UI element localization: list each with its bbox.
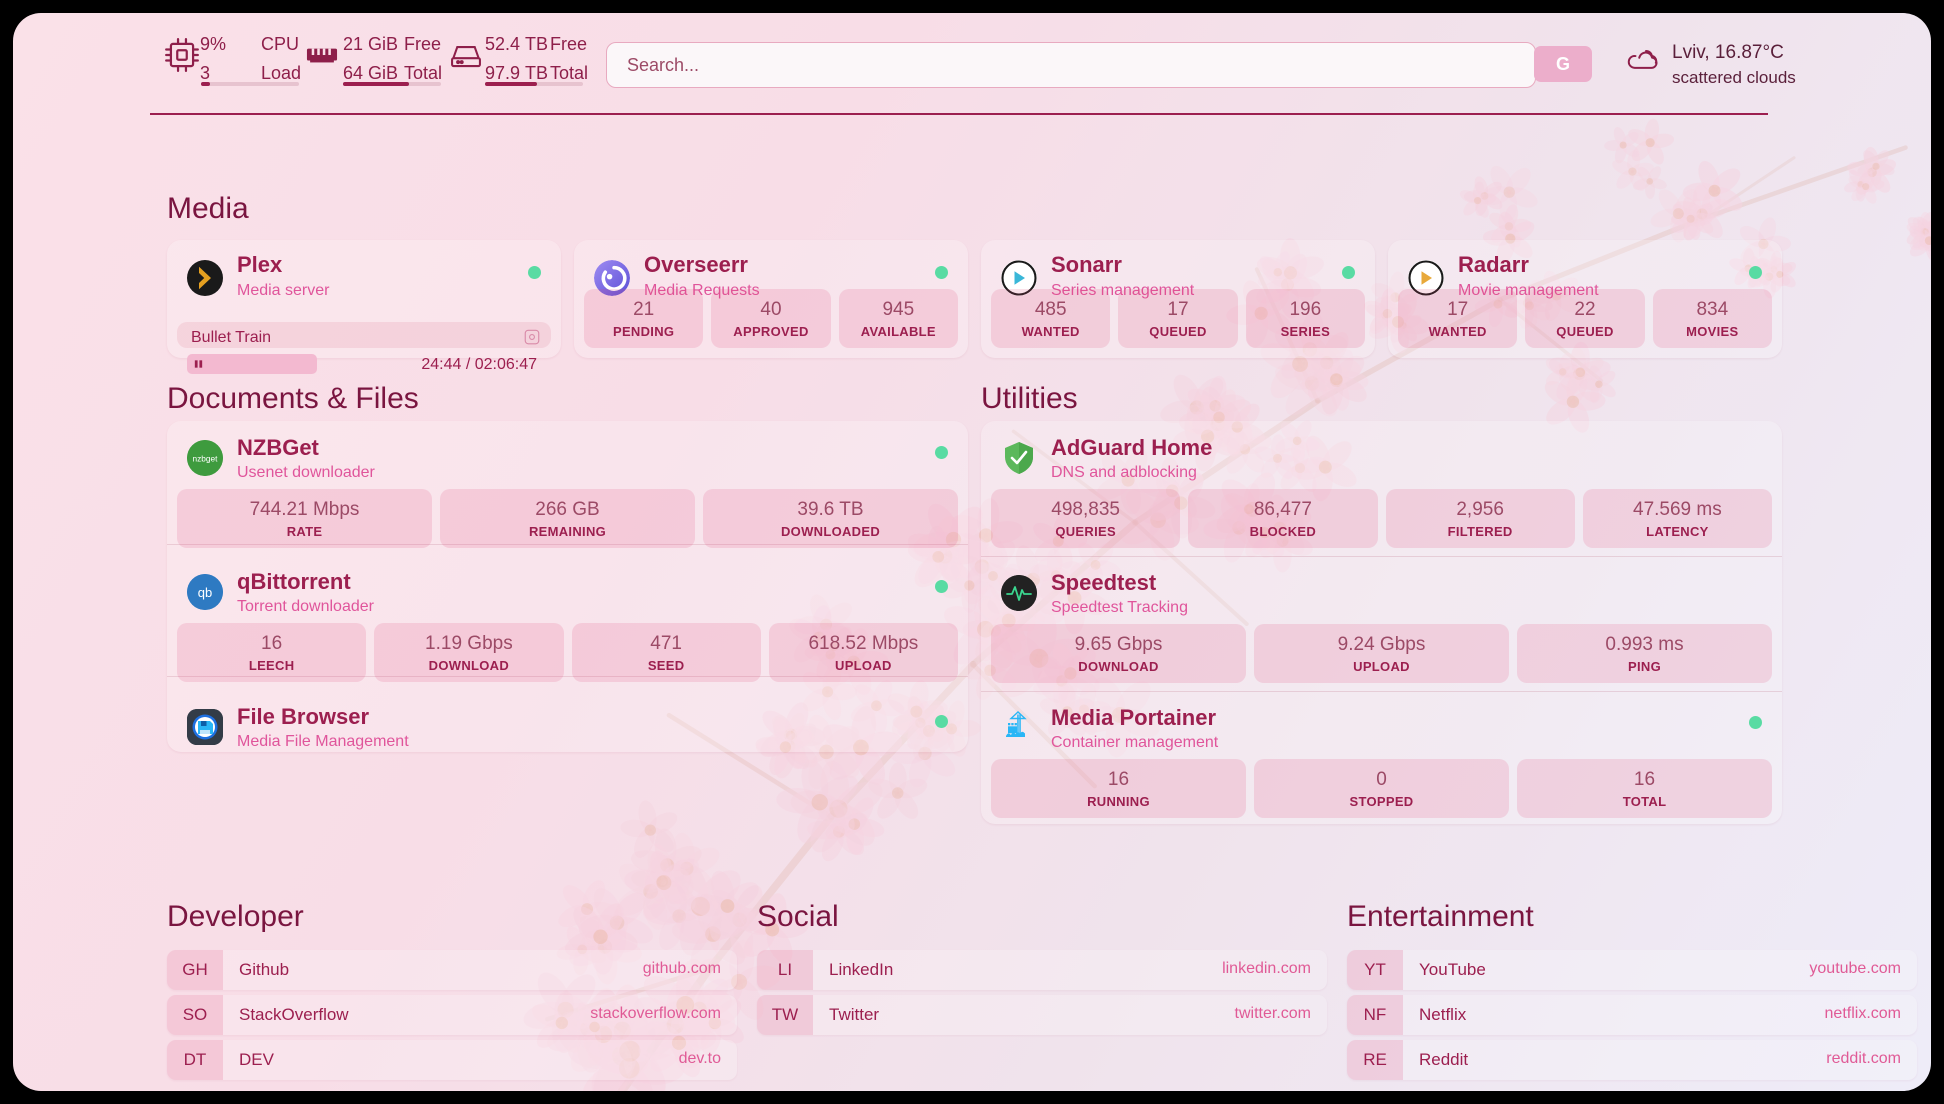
svg-text:qb: qb	[198, 585, 212, 600]
svg-text:nzbget: nzbget	[193, 454, 219, 464]
